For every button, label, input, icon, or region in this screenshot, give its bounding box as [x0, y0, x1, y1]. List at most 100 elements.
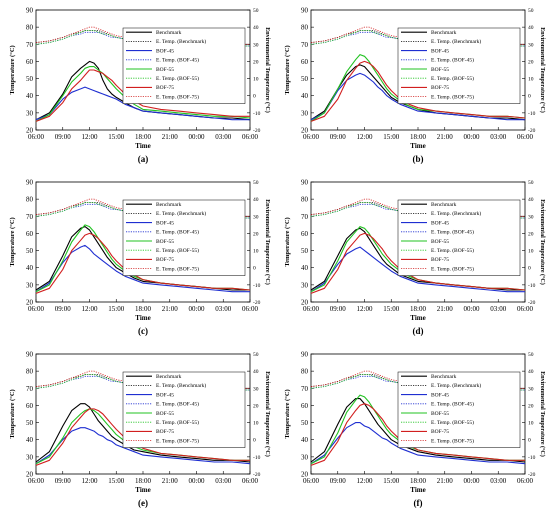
legend-label: BOF-45 [431, 48, 449, 54]
series-line-bof-45 [35, 427, 251, 465]
x-tick-label: 03:00 [490, 133, 506, 141]
y2-axis-label: Environmental Temperature (°C) [264, 371, 271, 457]
y2-tick-label: 50 [253, 8, 259, 14]
y-tick-label: 30 [301, 281, 309, 289]
y-tick-label: 70 [26, 41, 34, 49]
y-tick-label: 90 [26, 7, 34, 15]
x-tick-label: 09:00 [330, 305, 346, 313]
x-axis-label: Time [135, 142, 150, 150]
y-axis-label: Temperature (°C) [9, 45, 16, 94]
legend-label: BOF-75 [156, 257, 174, 263]
legend-label: E. Temp. (BOF-55) [431, 75, 474, 82]
y2-tick-label: 20 [253, 59, 259, 65]
y2-tick-label: 0 [253, 94, 256, 100]
x-tick-label: 12:00 [357, 133, 373, 141]
x-axis-label: Time [410, 314, 425, 322]
y2-tick-label: 30 [253, 386, 259, 392]
legend-label: E. Temp. (BOF-75) [431, 265, 474, 272]
x-tick-label: 06:00 [517, 133, 533, 141]
x-tick-label: 21:00 [437, 305, 453, 313]
legend-box [397, 199, 521, 276]
x-axis-label: Time [410, 486, 425, 494]
legend-label: BOF-75 [156, 429, 174, 435]
x-tick-label: 09:00 [55, 305, 71, 313]
x-tick-label: 03:00 [215, 305, 231, 313]
legend-label: BOF-75 [431, 429, 449, 435]
legend: Benchmark E. Temp. (Benchmark) BOF-45 E. Te… [397, 371, 521, 448]
legend-label: BOF-45 [156, 220, 174, 226]
series-line-bof-45 [35, 244, 250, 293]
y2-tick-label: -20 [253, 472, 261, 478]
y2-tick-label: 0 [253, 266, 256, 272]
x-tick-label: 18:00 [135, 305, 151, 313]
legend-label: Benchmark [156, 30, 182, 36]
y-tick-label: 50 [301, 419, 309, 427]
y-tick-label: 40 [301, 436, 309, 444]
x-tick-label: 06:00 [303, 477, 319, 485]
y-axis-label: Temperature (°C) [284, 45, 291, 94]
legend-label: Benchmark [431, 202, 457, 208]
y-tick-label: 60 [301, 402, 309, 410]
legend-label: Benchmark [431, 374, 457, 380]
legend-label: BOF-55 [156, 411, 174, 417]
y2-tick-label: 40 [253, 25, 259, 31]
legend-label: Benchmark [431, 30, 457, 36]
panel-label: (d) [413, 326, 424, 336]
legend-label: E. Temp. (BOF-75) [431, 437, 474, 444]
x-tick-label: 00:00 [464, 133, 480, 141]
legend-label: E. Temp. (BOF-55) [431, 247, 474, 254]
y-tick-label: 80 [301, 196, 309, 204]
legend-label: E. Temp. (BOF-45) [156, 57, 199, 64]
y2-tick-label: 50 [528, 352, 534, 358]
y2-tick-label: 50 [253, 352, 259, 358]
y2-tick-label: 0 [528, 94, 531, 100]
x-tick-label: 06:00 [303, 133, 319, 141]
x-tick-label: 15:00 [108, 133, 124, 141]
chart-panel-3: 20 30 40 50 60 70 80 90 -20 -10 0 10 20 30 40 50 06:00 09… [9, 179, 271, 337]
series-line-e-temp-benchmark [310, 374, 525, 389]
y-tick-label: 20 [26, 299, 34, 307]
y-tick-label: 40 [26, 264, 34, 272]
y2-axis-label: Environmental Temperature (°C) [539, 27, 546, 113]
legend-label: Benchmark [156, 202, 182, 208]
y2-tick-label: 50 [253, 180, 259, 186]
y2-tick-label: -10 [528, 455, 536, 461]
x-tick-label: 18:00 [410, 477, 426, 485]
y2-tick-label: 20 [528, 59, 534, 65]
x-tick-label: 15:00 [383, 477, 399, 485]
y-tick-label: 40 [26, 436, 34, 444]
legend-label: BOF-55 [156, 67, 174, 73]
y2-tick-label: 40 [528, 197, 534, 203]
x-tick-label: 09:00 [55, 133, 71, 141]
y-tick-label: 40 [301, 92, 309, 100]
legend: Benchmark E. Temp. (Benchmark) BOF-45 E. Te… [397, 27, 521, 104]
y-tick-label: 30 [26, 453, 34, 461]
y2-axis-label: Environmental Temperature (°C) [539, 371, 546, 457]
panel-label: (e) [138, 498, 148, 508]
y-tick-label: 60 [26, 230, 34, 238]
legend-label: BOF-55 [156, 239, 174, 245]
legend-box [122, 27, 246, 104]
x-tick-label: 18:00 [410, 305, 426, 313]
x-axis-label: Time [135, 314, 150, 322]
y-tick-label: 50 [26, 247, 34, 255]
panel-label: (c) [138, 326, 148, 336]
x-tick-label: 09:00 [330, 477, 346, 485]
series-line-e-temp-bof-55 [35, 202, 250, 219]
legend-label: BOF-45 [156, 48, 174, 54]
legend-label: BOF-55 [431, 411, 449, 417]
y2-tick-label: 20 [253, 403, 259, 409]
y-tick-label: 50 [301, 247, 309, 255]
legend-box [397, 27, 521, 104]
x-tick-label: 12:00 [82, 133, 98, 141]
x-tick-label: 00:00 [464, 305, 480, 313]
y-tick-label: 20 [301, 127, 309, 135]
y2-tick-label: 30 [253, 42, 259, 48]
series-line-bof-75 [310, 232, 526, 294]
series-line-e-temp-benchmark [35, 30, 250, 45]
y2-axis-label: Environmental Temperature (°C) [264, 27, 271, 113]
chart-panel-4: 20 30 40 50 60 70 80 90 -20 -10 0 10 20 30 40 50 06:00 09… [284, 179, 546, 337]
y2-tick-label: -10 [253, 111, 261, 117]
legend-label: E. Temp. (Benchmark) [431, 38, 481, 45]
